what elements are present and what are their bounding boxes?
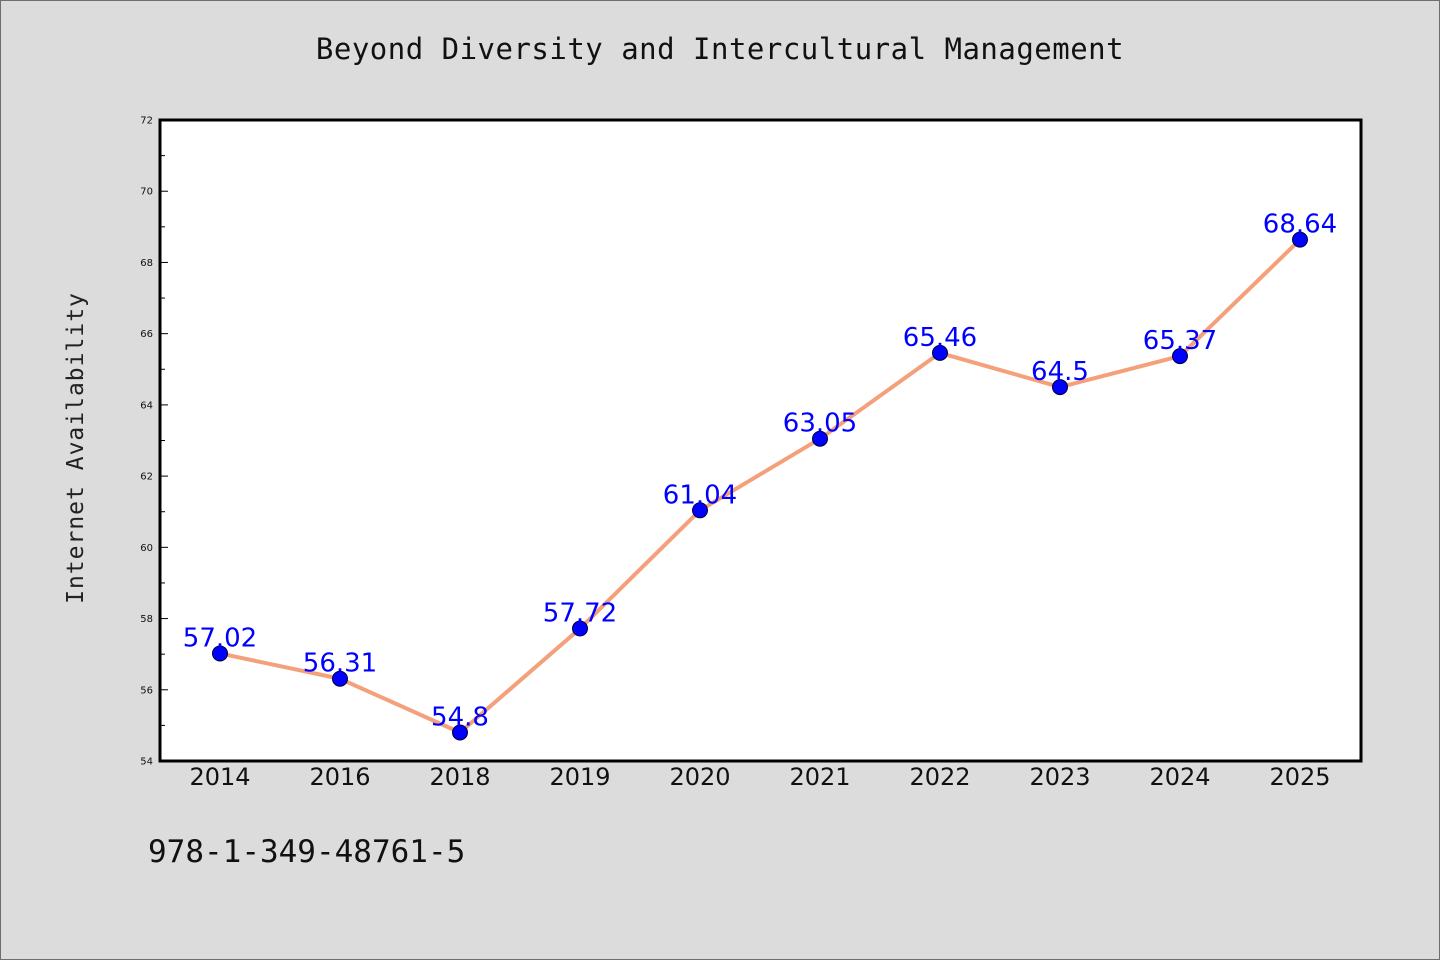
x-axis-ticks: 2014 2016 2018 2019 2020 2021 2022 2023 2024 2025	[189, 763, 1330, 791]
data-point	[452, 724, 468, 741]
x-tick-label: 2023	[1029, 763, 1090, 791]
x-tick-label: 2025	[1269, 763, 1330, 791]
data-label: 64.5	[1031, 357, 1089, 387]
y-tick-label: 68	[140, 258, 153, 269]
plot-area	[158, 118, 1363, 763]
data-point	[212, 645, 228, 662]
y-tick-label: 54	[140, 757, 153, 768]
x-tick-label: 2019	[549, 763, 610, 791]
x-tick-label: 2020	[669, 763, 730, 791]
y-axis-ticks: 54 56 58 60 62 64 66 68 70 72	[140, 116, 168, 768]
x-tick-label: 2022	[909, 763, 970, 791]
y-tick-label: 56	[140, 685, 153, 696]
x-tick-label: 2014	[189, 763, 250, 791]
x-tick-label: 2021	[789, 763, 850, 791]
series-markers	[212, 231, 1308, 741]
x-tick-label: 2024	[1149, 763, 1210, 791]
y-tick-label: 70	[140, 187, 153, 198]
data-label: 54.8	[431, 703, 489, 733]
data-label: 65.37	[1143, 326, 1217, 356]
data-point	[332, 670, 348, 687]
data-label: 63.05	[783, 409, 857, 439]
data-label: 57.72	[543, 599, 617, 629]
data-point	[692, 502, 708, 519]
data-label: 61.04	[663, 480, 737, 510]
y-tick-label: 58	[140, 614, 153, 625]
data-label: 56.31	[303, 649, 377, 679]
data-point	[1052, 379, 1068, 396]
data-label: 65.46	[903, 323, 977, 353]
y-tick-label: 72	[140, 116, 153, 127]
data-point	[812, 430, 828, 447]
x-tick-label: 2018	[429, 763, 490, 791]
data-label: 68.64	[1263, 210, 1337, 240]
data-label: 57.02	[183, 623, 257, 653]
data-point	[572, 620, 588, 637]
y-tick-label: 60	[140, 543, 153, 554]
data-point	[1172, 348, 1188, 365]
data-point	[1292, 231, 1308, 248]
data-point	[932, 344, 948, 361]
series-lines	[219, 238, 1302, 735]
y-tick-label: 62	[140, 472, 153, 483]
chart-title: Beyond Diversity and Intercultural Manag…	[315, 32, 1125, 66]
y-tick-label: 66	[140, 329, 153, 340]
x-tick-label: 2016	[309, 763, 370, 791]
y-tick-label: 64	[140, 400, 153, 411]
isbn-text: 978-1-349-48761-5	[148, 834, 466, 870]
series-line	[219, 238, 1302, 735]
data-labels: 57.02 56.31 54.8 57.72 61.04 63.05 65.46 64.5 65…	[183, 210, 1337, 733]
